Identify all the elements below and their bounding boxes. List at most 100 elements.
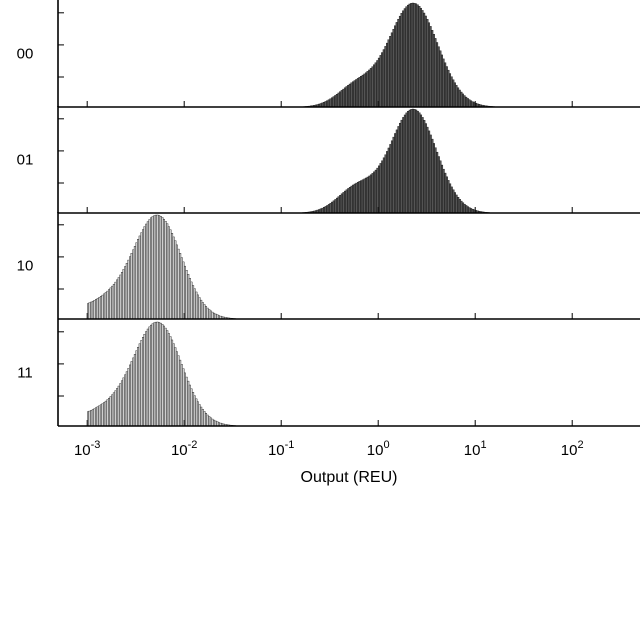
histogram-bar (466, 206, 469, 214)
histogram-bar (365, 177, 368, 214)
histogram-bar (91, 409, 94, 427)
histogram-bar (445, 66, 448, 108)
histogram-bar (326, 205, 329, 214)
histogram-bar (339, 195, 342, 214)
histogram-bar (95, 299, 98, 320)
histogram-bar (374, 62, 377, 108)
histogram-bar (407, 111, 410, 214)
histogram-bar (373, 64, 376, 108)
histogram-bar (419, 7, 422, 108)
histogram-bar (415, 3, 418, 108)
histogram-bar (366, 176, 369, 214)
histogram-bar (169, 229, 172, 320)
histogram-bar (125, 371, 128, 427)
histogram-bar (93, 408, 96, 427)
histogram-bar (172, 343, 175, 427)
histogram-bar (154, 321, 157, 427)
histogram-bar (431, 30, 434, 108)
histogram-bar (103, 293, 106, 320)
histogram-bar (213, 419, 216, 427)
histogram-bar (355, 79, 358, 108)
histogram-bar (458, 89, 461, 108)
histogram-bar (376, 167, 379, 214)
histogram-bar (403, 114, 406, 214)
histogram-bar (213, 312, 216, 320)
histogram-bar (364, 72, 367, 108)
histogram-bar (124, 374, 127, 427)
histogram-bar (398, 15, 401, 108)
histogram-bar (353, 80, 356, 108)
histogram-bar (193, 395, 196, 427)
histogram-bar (211, 418, 214, 427)
histogram-bar (203, 304, 206, 320)
histogram-bar (135, 350, 138, 427)
histogram-bar (158, 215, 161, 320)
panels: 00 01 10 11 (17, 0, 640, 427)
histogram-bar (151, 323, 154, 427)
histogram-bar (463, 95, 466, 108)
histogram-bar (184, 372, 186, 427)
histogram-bar (143, 226, 146, 320)
histogram-bar (400, 119, 403, 214)
histogram-bar (209, 417, 212, 427)
histogram-bar (357, 181, 359, 214)
histogram-bar (96, 298, 99, 320)
histogram-bar (403, 8, 406, 108)
histogram-bar (104, 292, 107, 320)
histogram-bar (130, 361, 133, 427)
histogram-bar (371, 173, 374, 214)
histogram-bar (161, 324, 164, 427)
histogram-bar (369, 68, 372, 108)
histogram-bar (90, 301, 93, 320)
histogram-bar (132, 249, 135, 320)
histogram-bar (195, 291, 198, 320)
histogram-bar (327, 99, 330, 108)
histogram-bar (129, 256, 132, 320)
histogram-bar (91, 300, 94, 320)
histogram-bar (342, 88, 345, 108)
histogram-bar (392, 136, 395, 214)
histogram-bar (449, 183, 452, 214)
histogram-bar (381, 160, 384, 214)
histogram-bar (368, 69, 371, 108)
histogram-bar (405, 6, 408, 108)
histogram-bar (193, 288, 196, 320)
histogram-bar (324, 206, 327, 214)
histogram-bar (208, 416, 211, 427)
histogram-bar (150, 217, 153, 320)
histogram-bar (172, 236, 175, 320)
histogram-bar (429, 134, 432, 214)
histogram-bar (103, 402, 106, 427)
histogram-bar (468, 207, 471, 214)
histogram-bar (423, 120, 426, 214)
histogram-bar (418, 6, 421, 108)
histogram-bar (377, 57, 380, 108)
histogram-bar (98, 297, 101, 320)
histogram-bar (109, 287, 112, 320)
histogram-bar (188, 384, 191, 427)
histogram-bar (368, 175, 371, 214)
histogram-bar (342, 192, 345, 214)
histogram-bar (153, 215, 156, 320)
histogram-bar (111, 394, 114, 427)
histogram-bar (171, 233, 174, 320)
histogram-bar (361, 179, 364, 214)
histogram-bar (434, 147, 437, 214)
histogram-bar (335, 197, 338, 214)
histogram-bar (343, 87, 346, 108)
histogram-bar (138, 235, 141, 320)
histogram-bar (211, 311, 214, 320)
histogram-bar (434, 38, 437, 108)
histogram-bar (171, 339, 174, 427)
histogram-bar (182, 368, 185, 427)
histogram-bar (116, 279, 119, 320)
histogram-bar (345, 86, 348, 108)
histogram-bar (192, 285, 195, 320)
histogram-bar (421, 10, 424, 108)
histogram-bar (439, 160, 442, 214)
histogram-bar (447, 69, 450, 108)
histogram-bar (188, 278, 191, 320)
panel-label: 10 (17, 258, 34, 275)
histogram-bar (200, 406, 203, 427)
histogram-bar (187, 274, 190, 320)
